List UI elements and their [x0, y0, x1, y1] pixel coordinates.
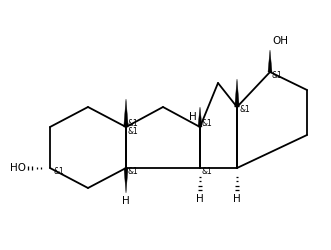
Polygon shape	[198, 107, 202, 127]
Text: &1: &1	[202, 120, 213, 128]
Polygon shape	[124, 99, 128, 127]
Text: &1: &1	[239, 106, 250, 114]
Polygon shape	[235, 79, 239, 107]
Text: H: H	[233, 194, 241, 204]
Text: &1: &1	[202, 166, 213, 175]
Text: H: H	[122, 196, 130, 206]
Text: OH: OH	[272, 36, 288, 46]
Text: H: H	[196, 194, 204, 204]
Text: HO: HO	[10, 163, 26, 173]
Text: &1: &1	[272, 70, 283, 80]
Polygon shape	[268, 50, 272, 72]
Text: &1: &1	[128, 128, 139, 136]
Text: &1: &1	[53, 166, 64, 175]
Text: &1: &1	[128, 120, 139, 128]
Polygon shape	[124, 168, 128, 193]
Text: H: H	[189, 112, 197, 122]
Text: &1: &1	[128, 166, 139, 175]
